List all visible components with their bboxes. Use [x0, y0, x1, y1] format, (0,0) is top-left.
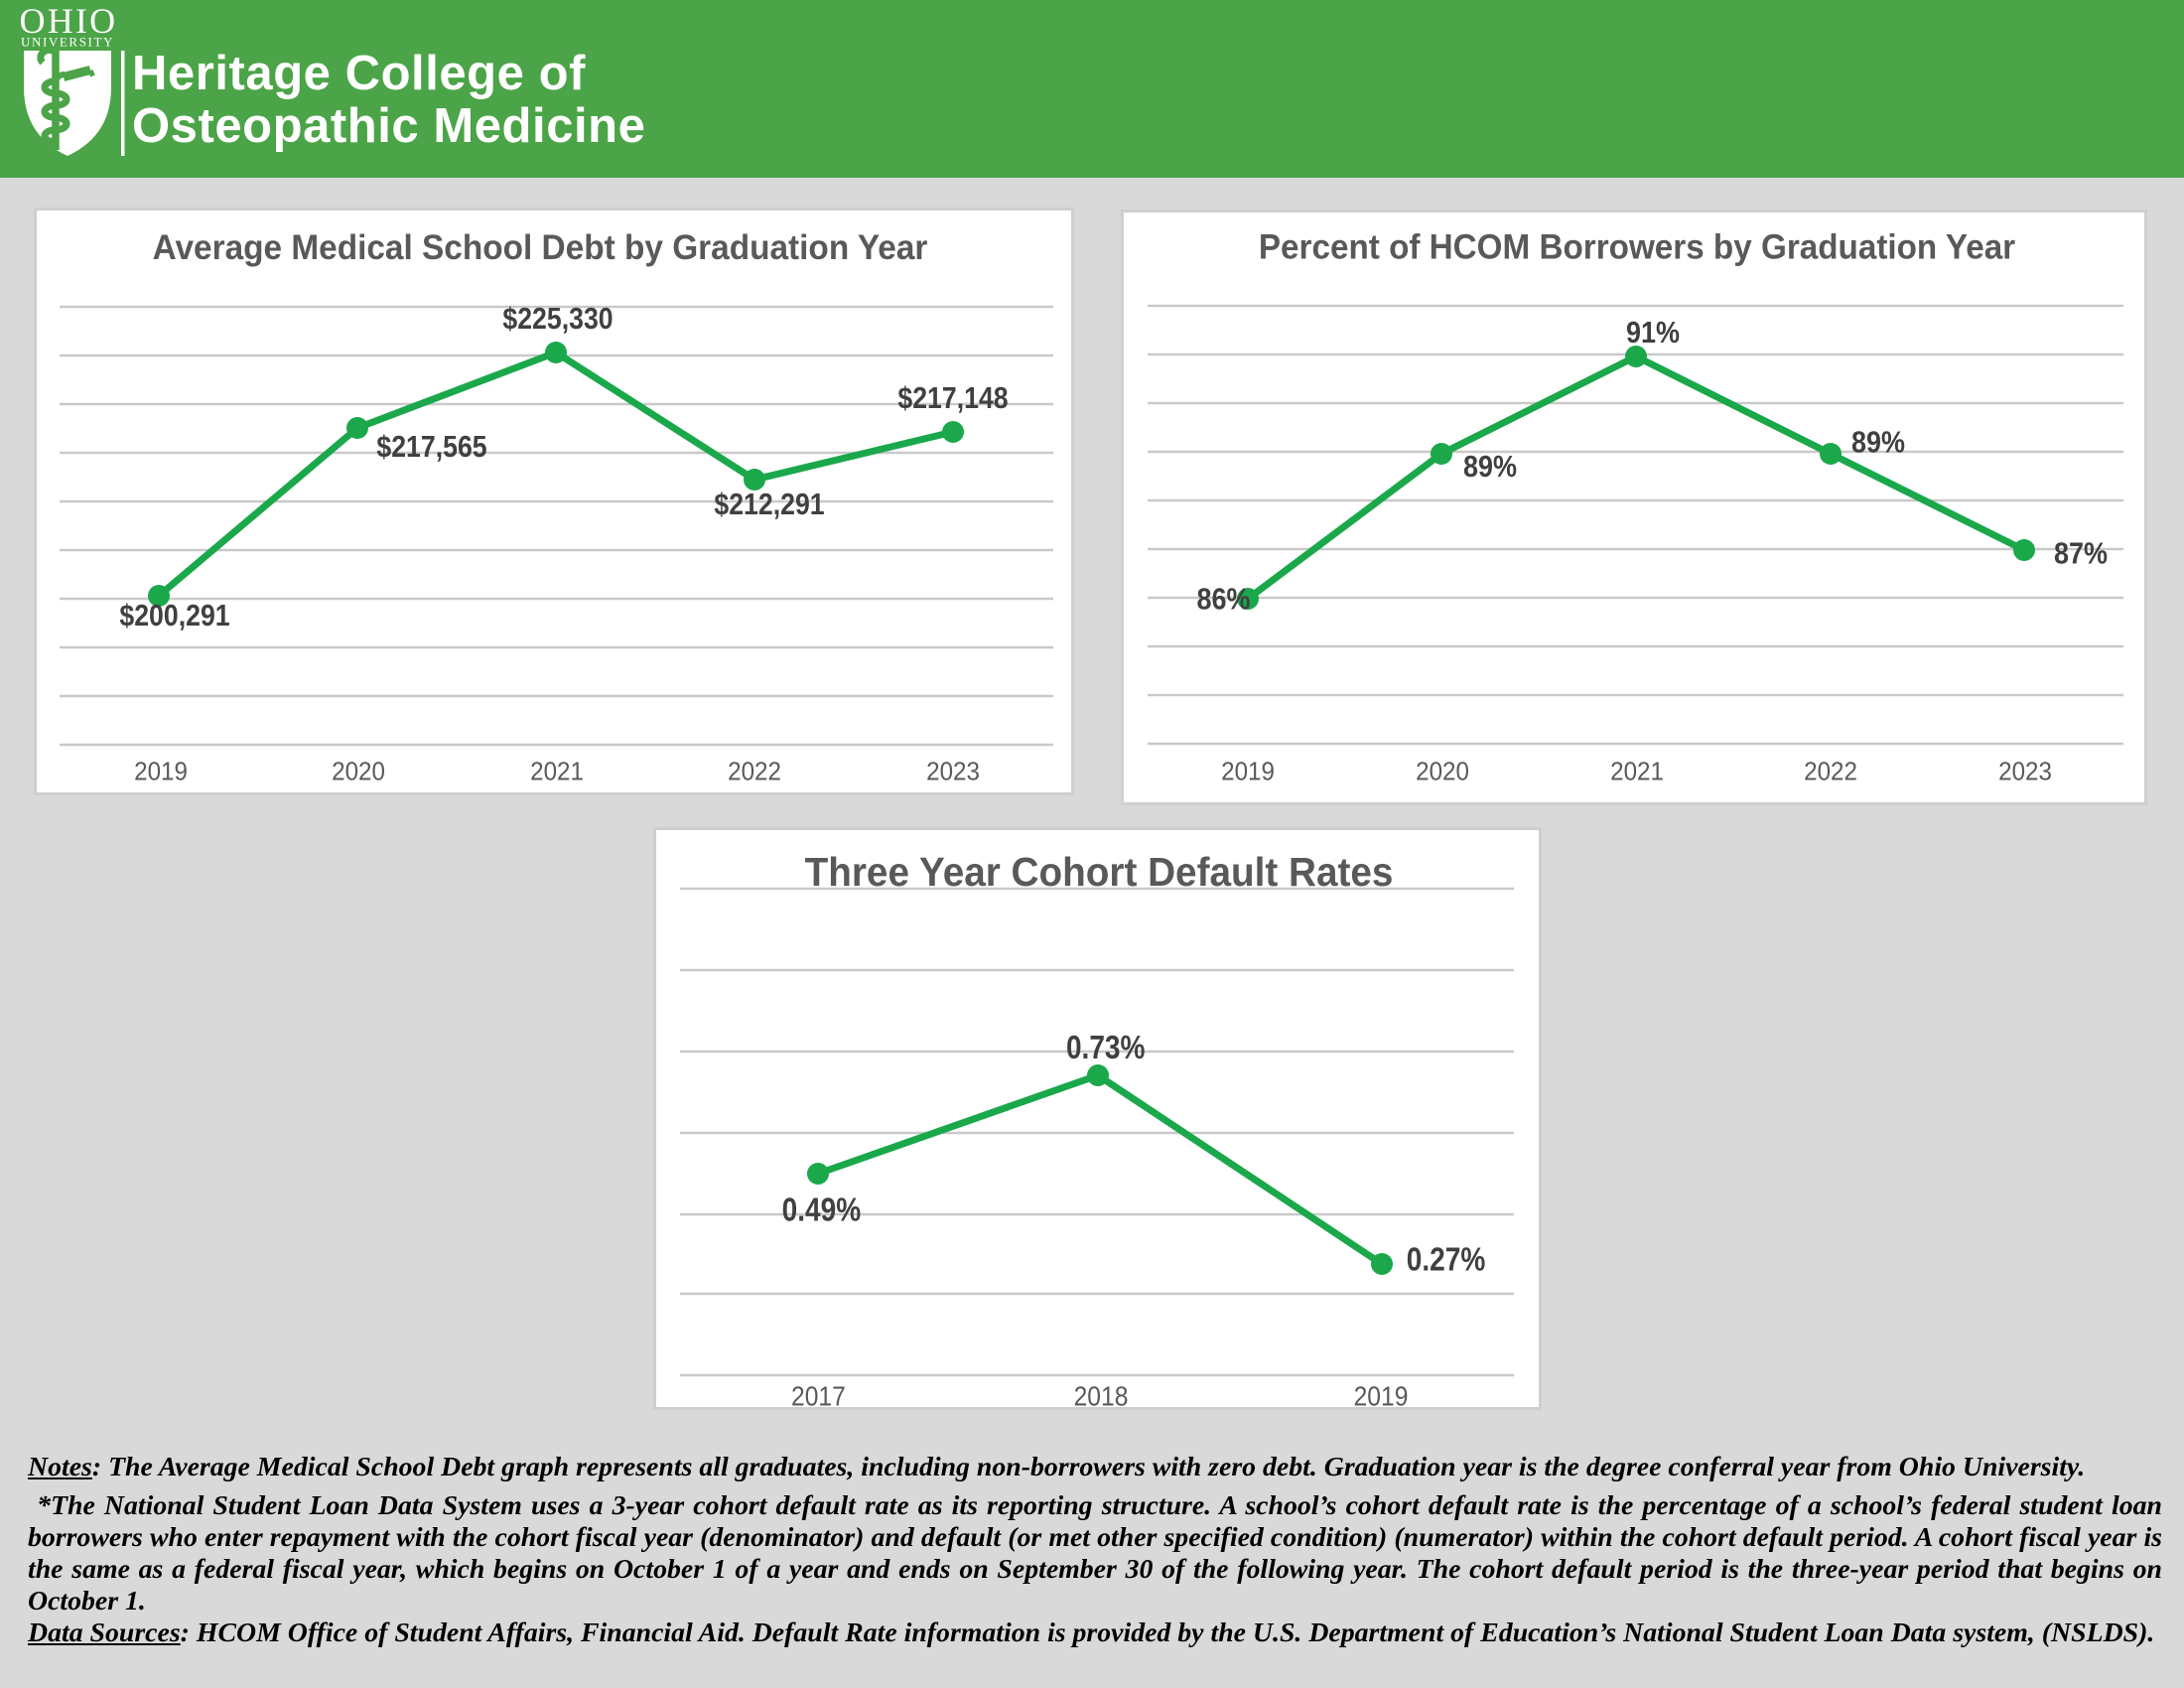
svg-text:2019: 2019	[134, 758, 188, 786]
svg-text:0.27%: 0.27%	[1407, 1241, 1485, 1278]
svg-text:0.49%: 0.49%	[782, 1193, 861, 1229]
svg-text:$225,330: $225,330	[502, 302, 613, 336]
svg-text:$200,291: $200,291	[119, 599, 229, 633]
svg-text:2020: 2020	[1416, 758, 1469, 786]
svg-text:89%: 89%	[1463, 450, 1517, 484]
svg-text:86%: 86%	[1197, 583, 1251, 617]
svg-text:2021: 2021	[1610, 758, 1664, 786]
svg-text:Average Medical School Debt by: Average Medical School Debt by Graduatio…	[153, 228, 928, 267]
svg-text:UNIVERSITY: UNIVERSITY	[21, 35, 114, 50]
svg-text:OHIO: OHIO	[20, 1, 118, 41]
svg-text:91%: 91%	[1626, 316, 1680, 350]
svg-text:$217,148: $217,148	[897, 381, 1008, 415]
svg-text:2019: 2019	[1221, 758, 1275, 786]
svg-text:87%: 87%	[2054, 537, 2108, 571]
svg-text:2023: 2023	[926, 758, 980, 786]
svg-text:0.73%: 0.73%	[1066, 1030, 1145, 1066]
svg-text:$217,565: $217,565	[376, 430, 486, 464]
svg-text:2019: 2019	[1354, 1380, 1409, 1410]
svg-text:$212,291: $212,291	[714, 488, 824, 521]
svg-text:Heritage College of: Heritage College of	[132, 47, 586, 100]
svg-text:Percent of HCOM Borrowers by G: Percent of HCOM Borrowers by Graduation …	[1259, 228, 2015, 267]
svg-text:2018: 2018	[1074, 1380, 1129, 1410]
svg-text:2023: 2023	[1998, 758, 2052, 786]
svg-text:2017: 2017	[791, 1380, 846, 1410]
svg-text:2022: 2022	[1804, 758, 1857, 786]
svg-text:Three Year Cohort Default Rate: Three Year Cohort Default Rates	[805, 850, 1394, 895]
svg-text:2022: 2022	[728, 758, 781, 786]
svg-text:2020: 2020	[332, 758, 385, 786]
svg-text:2021: 2021	[530, 758, 584, 786]
svg-text:89%: 89%	[1851, 426, 1905, 460]
svg-text:Osteopathic Medicine: Osteopathic Medicine	[132, 99, 645, 153]
